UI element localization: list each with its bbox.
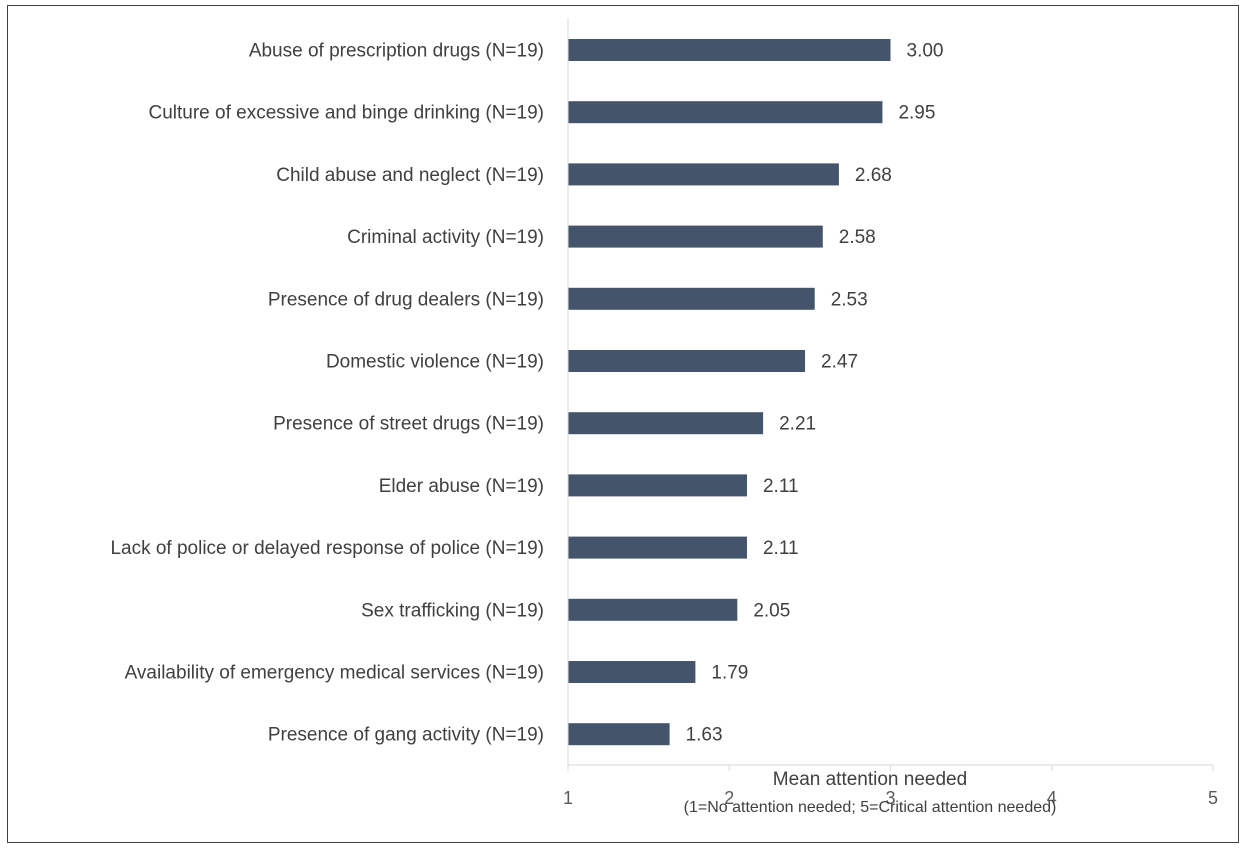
bar <box>568 225 823 248</box>
category-label: Presence of gang activity (N=19) <box>268 725 544 746</box>
data-label: 2.05 <box>753 600 790 621</box>
x-tick-label: 1 <box>563 788 573 808</box>
bar <box>568 350 806 372</box>
x-tick-label: 2 <box>724 788 734 808</box>
bars-layer: Abuse of prescription drugs (N=19) 3.00 Cu… <box>110 39 943 746</box>
bar <box>568 536 747 559</box>
x-tick-label: 3 <box>885 788 895 808</box>
bar <box>568 163 839 186</box>
x-axis-subtitle: (1=No attention needed; 5=Critical atten… <box>684 799 1057 816</box>
category-label: Child abuse and neglect (N=19) <box>276 165 544 186</box>
category-label: Lack of police or delayed response of po… <box>110 538 544 559</box>
category-label: Culture of excessive and binge drinking … <box>148 103 544 124</box>
data-label: 2.53 <box>831 289 868 310</box>
data-label: 1.79 <box>711 663 748 684</box>
bar <box>568 474 747 497</box>
bar <box>568 598 738 621</box>
bar <box>568 287 815 310</box>
category-label: Elder abuse (N=19) <box>379 476 544 497</box>
chart-frame <box>7 5 1239 843</box>
data-label: 2.11 <box>763 476 799 497</box>
x-axis-title: Mean attention needed <box>773 769 967 790</box>
data-label: 3.00 <box>907 41 944 62</box>
bar <box>568 412 764 435</box>
bar <box>568 101 883 124</box>
bar <box>568 723 670 746</box>
data-label: 2.95 <box>898 103 935 124</box>
category-label: Presence of drug dealers (N=19) <box>268 289 544 310</box>
data-label: 2.47 <box>821 352 858 373</box>
bar <box>568 39 891 61</box>
category-label: Sex trafficking (N=19) <box>361 600 544 621</box>
bar <box>568 661 696 683</box>
category-label: Abuse of prescription drugs (N=19) <box>249 41 544 62</box>
x-tick-label: 4 <box>1047 788 1057 808</box>
data-label: 1.63 <box>686 725 723 746</box>
category-label: Availability of emergency medical servic… <box>125 663 544 684</box>
data-label: 2.68 <box>855 165 892 186</box>
category-label: Domestic violence (N=19) <box>326 352 544 373</box>
x-axis: 1 2 3 4 5 <box>563 18 1218 808</box>
data-label: 2.58 <box>839 227 876 248</box>
data-label: 2.21 <box>779 414 816 435</box>
category-label: Criminal activity (N=19) <box>347 227 544 248</box>
category-label: Presence of street drugs (N=19) <box>273 414 544 435</box>
x-tick-label: 5 <box>1208 788 1218 808</box>
data-label: 2.11 <box>763 538 799 559</box>
